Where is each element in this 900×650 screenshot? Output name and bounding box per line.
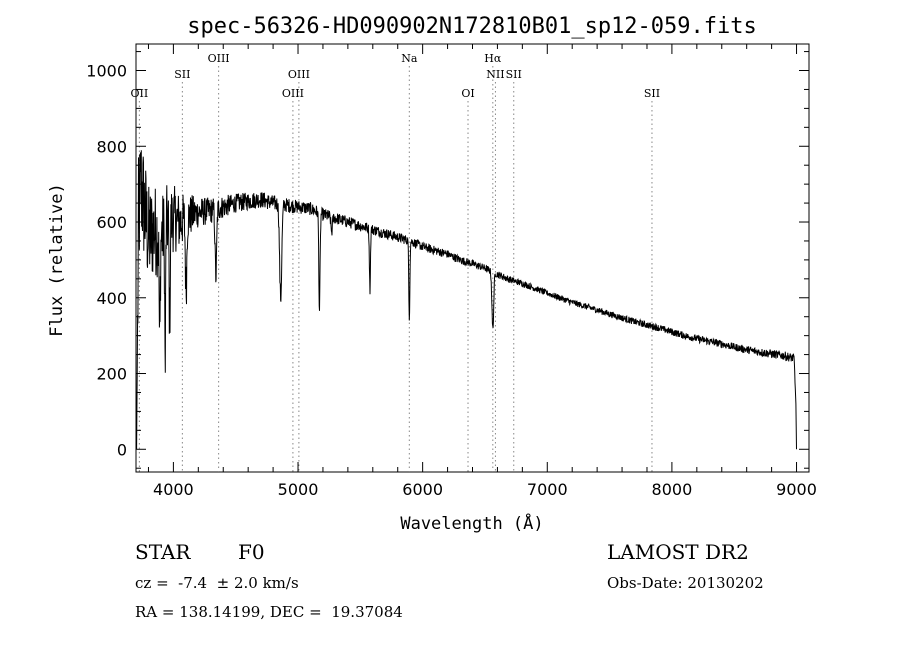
line-marker-label-8: NII	[486, 68, 504, 81]
spectral-subclass: F0	[238, 540, 265, 564]
line-marker-label-7: Hα	[484, 52, 502, 65]
y-tick-label-4: 800	[96, 137, 127, 156]
object-type: STAR	[135, 540, 191, 564]
plot-frame	[135, 43, 810, 473]
x-tick-label-3: 7000	[527, 480, 568, 499]
redshift-text: cz = -7.4 ± 2.0 km/s	[135, 574, 299, 592]
line-marker-label-0: OII	[131, 87, 149, 100]
line-marker-label-1: SII	[174, 68, 190, 81]
line-marker-label-6: OI	[461, 87, 474, 100]
line-marker-label-4: OIII	[288, 68, 310, 81]
x-tick-label-0: 4000	[153, 480, 194, 499]
obs-date: Obs-Date: 20130202	[607, 574, 764, 592]
coordinates: RA = 138.14199, DEC = 19.37084	[135, 603, 403, 621]
line-marker-label-2: OIII	[208, 52, 230, 65]
spectrum-line	[136, 150, 797, 450]
x-tick-label-2: 6000	[402, 480, 443, 499]
y-tick-label-1: 200	[96, 365, 127, 384]
x-tick-label-4: 8000	[652, 480, 693, 499]
y-tick-label-3: 600	[96, 213, 127, 232]
chart-title: spec-56326-HD090902N172810B01_sp12-059.f…	[187, 14, 757, 39]
x-tick-label-5: 9000	[776, 480, 817, 499]
x-axis-label: Wavelength (Å)	[400, 512, 543, 534]
x-tick-label-1: 5000	[278, 480, 319, 499]
y-tick-label-2: 400	[96, 289, 127, 308]
y-tick-label-0: 0	[117, 440, 127, 459]
line-marker-label-10: SII	[644, 87, 660, 100]
y-axis-label: Flux (relative)	[47, 183, 67, 337]
survey-name: LAMOST DR2	[607, 540, 749, 564]
axes: 4000 5000 6000 7000 8000 9000 0 200 400 600 800 100…	[86, 44, 817, 499]
line-marker-label-5: Na	[401, 52, 418, 65]
line-marker-label-3: OIII	[282, 87, 304, 100]
line-marker-label-9: SII	[506, 68, 522, 81]
y-tick-label-5: 1000	[86, 62, 127, 81]
